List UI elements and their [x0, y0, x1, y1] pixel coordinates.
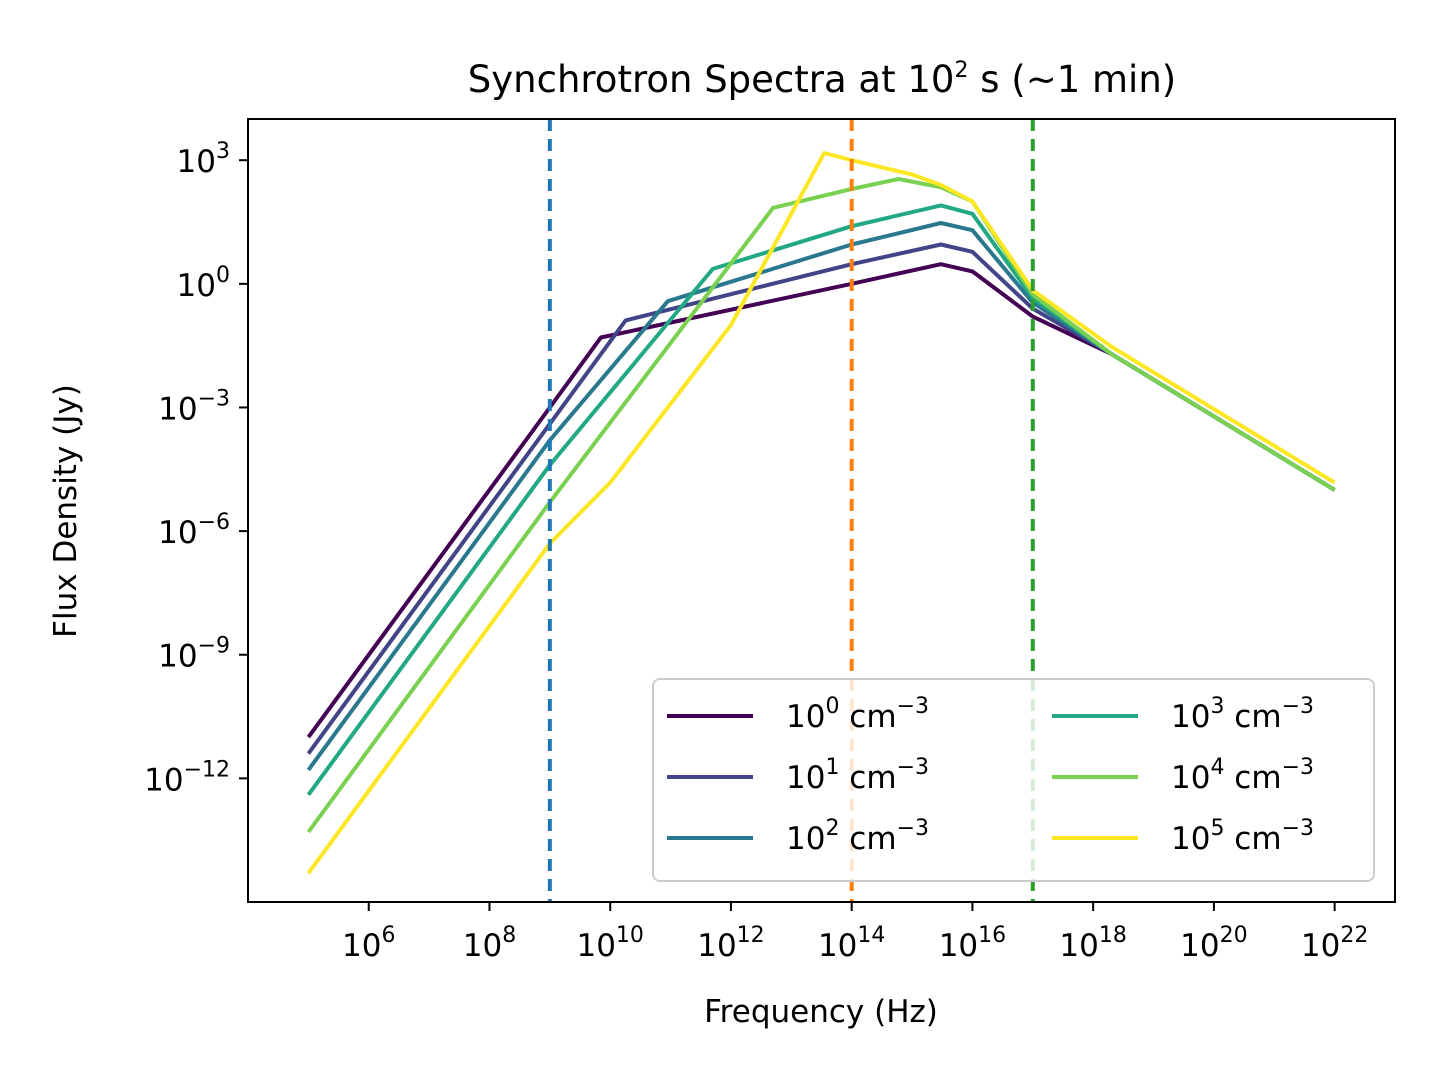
legend-entry: 100 cm−3: [667, 694, 929, 735]
legend-items: 100 cm−3 101 cm−3 102 cm−3 103 cm−3 104 cm−3…: [667, 694, 1314, 857]
legend-label: 100 cm−3: [786, 694, 929, 735]
vline-layer: [547, 119, 1035, 902]
chart-title: Synchrotron Spectra at 102 s (~1 min): [468, 58, 1176, 101]
plot-frame: [247, 118, 1396, 903]
legend-label: 104 cm−3: [1171, 755, 1314, 796]
x-tick-label: 106: [342, 923, 395, 964]
x-tick-label: 1014: [818, 923, 885, 964]
y-tick-label: 10−12: [144, 757, 230, 798]
legend-label: 102 cm−3: [786, 816, 929, 857]
legend-entry: 101 cm−3: [667, 755, 929, 796]
legend-label: 101 cm−3: [786, 755, 929, 796]
legend-entry: 105 cm−3: [1052, 816, 1314, 857]
x-tick-label: 1020: [1180, 923, 1247, 964]
x-axis-title: Frequency (Hz): [704, 994, 938, 1030]
legend-label: 103 cm−3: [1171, 694, 1314, 735]
x-tick-label: 1022: [1301, 923, 1368, 964]
series-line-5: [306, 151, 1336, 875]
legend: 100 cm−3 101 cm−3 102 cm−3 103 cm−3 104 cm−3…: [652, 678, 1375, 882]
series-layer: [306, 151, 1336, 875]
y-tick-label: 103: [177, 139, 230, 180]
legend-box: [652, 678, 1375, 882]
x-tick-label: 1016: [939, 923, 1006, 964]
x-tick-label: 108: [463, 923, 516, 964]
x-axis-ticks: 106 108 1010 1012 1014 1016 1018 1020 1022: [342, 902, 1368, 964]
legend-entry: 104 cm−3: [1052, 755, 1314, 796]
y-axis-ticks: 103 100 10−3 10−6 10−9 10−12: [144, 139, 248, 798]
x-tick-label: 1012: [697, 923, 764, 964]
legend-label: 105 cm−3: [1171, 816, 1314, 857]
y-tick-label: 10−9: [158, 634, 230, 675]
x-tick-label: 1018: [1059, 923, 1126, 964]
series-line-0: [306, 262, 1336, 739]
y-tick-label: 10−6: [158, 510, 230, 551]
y-tick-label: 10−3: [158, 386, 230, 427]
y-axis-title: Flux Density (Jy): [48, 384, 84, 638]
series-line-4: [306, 177, 1336, 834]
x-tick-label: 1010: [576, 923, 643, 964]
y-tick-label: 100: [177, 263, 230, 304]
legend-entry: 103 cm−3: [1052, 694, 1314, 735]
legend-entry: 102 cm−3: [667, 816, 929, 857]
